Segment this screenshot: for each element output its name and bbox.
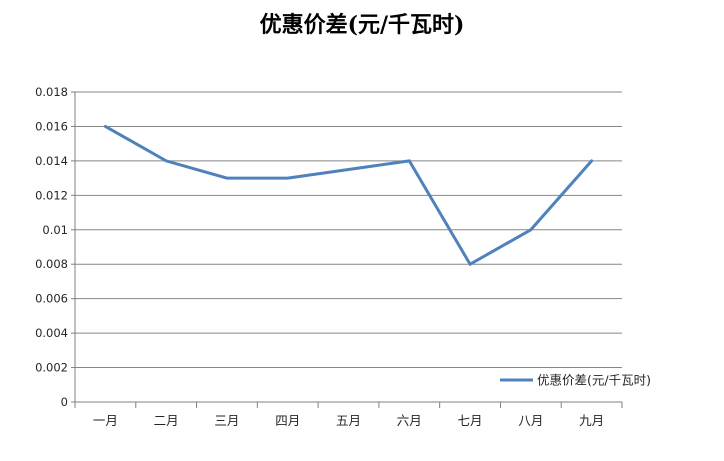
x-axis-label: 六月 [397,413,422,428]
y-axis-label: 0.01 [42,223,68,237]
chart-title: 优惠价差(元/千瓦时) [259,12,465,38]
y-axis-label: 0 [61,395,68,409]
series-line [103,124,594,267]
x-axis-label: 四月 [275,413,300,428]
y-axis-label: 0.016 [35,119,68,133]
y-axis-label: 0.012 [35,188,68,202]
x-axis-label: 二月 [154,413,179,428]
x-axis-label: 七月 [458,413,483,428]
x-axis-label: 三月 [214,413,239,428]
y-axis-label: 0.006 [35,292,68,306]
y-axis-label: 0.004 [35,326,68,340]
x-axis-label: 一月 [93,413,118,428]
x-axis-label: 九月 [579,413,604,428]
x-axis-label: 八月 [518,413,543,428]
y-axis-label: 0.018 [35,85,68,99]
x-axis-label: 五月 [336,413,361,428]
y-axis-label: 0.002 [35,361,68,375]
y-axis-label: 0.014 [35,154,68,168]
legend-label: 优惠价差(元/千瓦时) [537,373,651,388]
y-axis-label: 0.008 [35,257,68,271]
